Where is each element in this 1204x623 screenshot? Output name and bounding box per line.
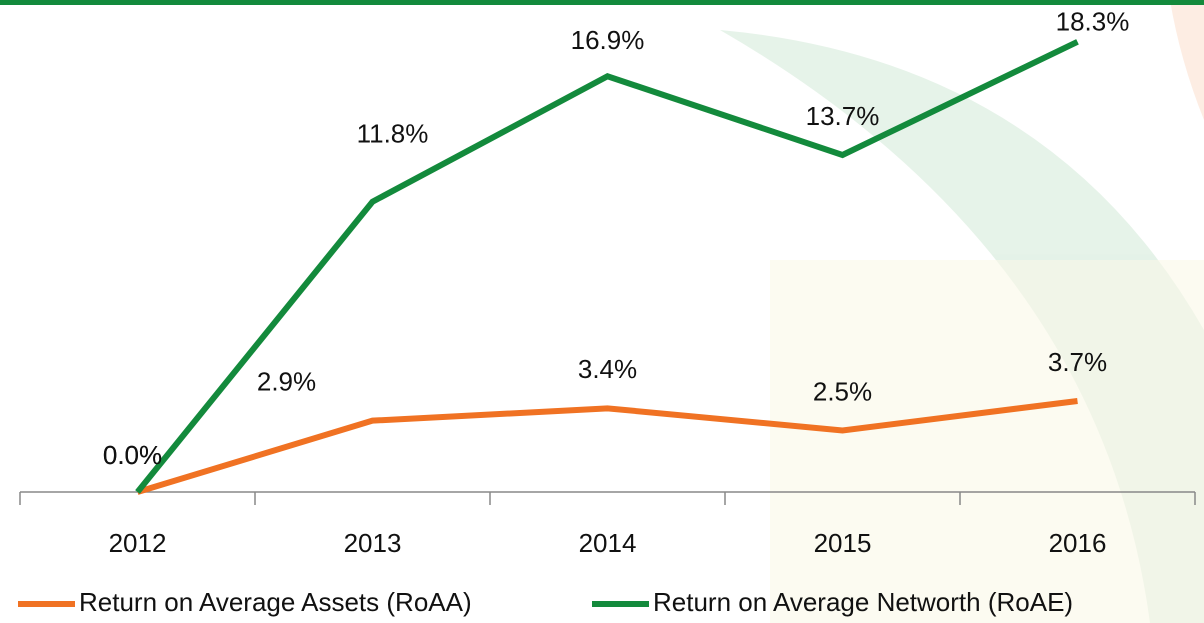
page: {"chart_data": {"type": "line", "categor…	[0, 0, 1204, 623]
data-label: 3.7%	[1048, 347, 1107, 377]
x-tick-label: 2013	[344, 528, 402, 558]
x-tick-label: 2015	[814, 528, 872, 558]
top-bar	[0, 0, 1204, 5]
chart: 2012 2013 2014 2015 2016 0.0% 2.9% 3.4% 2.5% 3.7%…	[0, 0, 1204, 623]
legend-label: Return on Average Networth (RoAE)	[653, 587, 1073, 617]
x-tick-label: 2012	[109, 528, 167, 558]
data-label: 0.0%	[103, 440, 162, 470]
data-label: 2.9%	[257, 367, 316, 397]
legend-label: Return on Average Assets (RoAA)	[79, 587, 472, 617]
data-label: 13.7%	[806, 101, 880, 131]
x-tick-label: 2014	[579, 528, 637, 558]
data-label: 16.9%	[571, 25, 645, 55]
data-label: 18.3%	[1056, 7, 1130, 37]
data-label: 11.8%	[357, 119, 429, 149]
watermark	[720, 0, 1204, 623]
data-label: 3.4%	[578, 354, 637, 384]
data-label: 2.5%	[813, 376, 872, 406]
x-tick-label: 2016	[1049, 528, 1107, 558]
